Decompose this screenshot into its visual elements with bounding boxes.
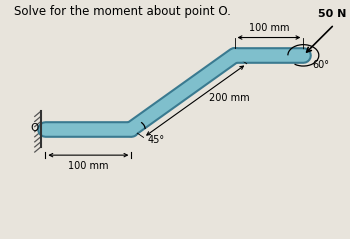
Text: 45°: 45° xyxy=(147,135,164,145)
Text: 60°: 60° xyxy=(312,60,329,70)
Text: 100 mm: 100 mm xyxy=(249,23,289,33)
Text: 50 N: 50 N xyxy=(318,9,347,18)
Text: 200 mm: 200 mm xyxy=(209,93,250,103)
Text: Solve for the moment about point O.: Solve for the moment about point O. xyxy=(14,5,231,18)
Text: 100 mm: 100 mm xyxy=(68,161,108,171)
Text: O: O xyxy=(30,123,38,133)
